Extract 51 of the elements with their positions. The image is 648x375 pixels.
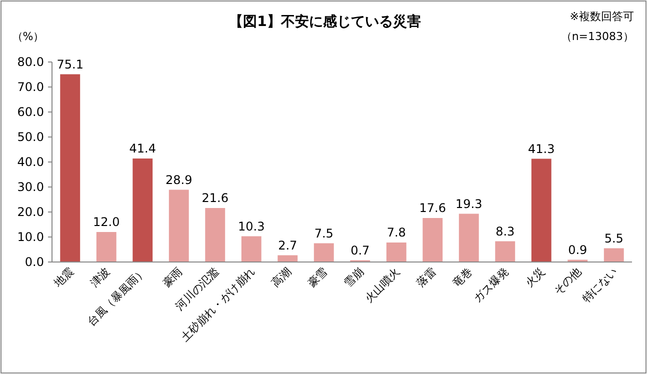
x-tick-label: 火災	[522, 264, 548, 290]
bar	[314, 243, 334, 262]
y-tick-label: 40.0	[17, 155, 44, 169]
x-tick-label: 津波	[88, 264, 112, 290]
bar	[241, 236, 262, 262]
bar	[422, 218, 443, 262]
y-tick-label: 30.0	[17, 180, 44, 194]
bar	[205, 208, 226, 262]
data-label: 7.8	[386, 226, 406, 240]
x-tick-label: 豪雪	[305, 264, 330, 290]
text: ※複数回答可	[570, 10, 634, 23]
data-label: 21.6	[202, 191, 228, 205]
bar	[386, 242, 406, 262]
data-label: 5.5	[604, 231, 624, 246]
data-label: 41.3	[528, 142, 555, 156]
y-axis-title: （%）	[12, 30, 44, 43]
data-label: 8.3	[496, 224, 515, 238]
y-tick-label: 10.0	[17, 230, 44, 244]
bar	[604, 248, 624, 262]
data-label: 0.7	[350, 243, 370, 258]
data-label: 12.0	[93, 215, 120, 229]
x-tick-label: 落雷	[414, 264, 439, 290]
data-label: 28.9	[166, 172, 192, 187]
bar	[168, 190, 189, 262]
bar	[458, 214, 479, 262]
data-label: 10.3	[238, 219, 265, 234]
data-label: 7.5	[314, 226, 334, 240]
y-tick-label: 60.0	[17, 105, 44, 119]
y-tick-label: 70.0	[17, 80, 44, 94]
bar	[495, 241, 516, 262]
data-label: 0.9	[568, 242, 588, 257]
data-label: 75.1	[56, 57, 84, 72]
y-tick-label: 50.0	[17, 130, 44, 144]
bar	[60, 74, 80, 262]
y-tick-label: 80.0	[17, 55, 44, 69]
y-tick-label: 0.0	[24, 255, 44, 269]
data-label: 19.3	[456, 196, 482, 211]
bar	[531, 158, 552, 262]
chart-title: 【図1】不安に感じている災害	[229, 13, 421, 30]
data-label: 2.7	[278, 238, 298, 252]
text: （n=13083）	[560, 30, 634, 43]
bar	[132, 158, 153, 262]
x-tick-label: 高潮	[269, 264, 294, 290]
y-tick-label: 20.0	[17, 205, 44, 219]
x-tick-label: 豪雨	[160, 264, 185, 290]
x-tick-label: 雪崩	[342, 264, 366, 290]
data-label: 17.6	[419, 201, 446, 215]
bar	[96, 232, 116, 262]
x-tick-label: 地震	[50, 264, 76, 290]
data-label: 41.4	[129, 142, 156, 156]
x-tick-label: その他	[551, 264, 584, 298]
